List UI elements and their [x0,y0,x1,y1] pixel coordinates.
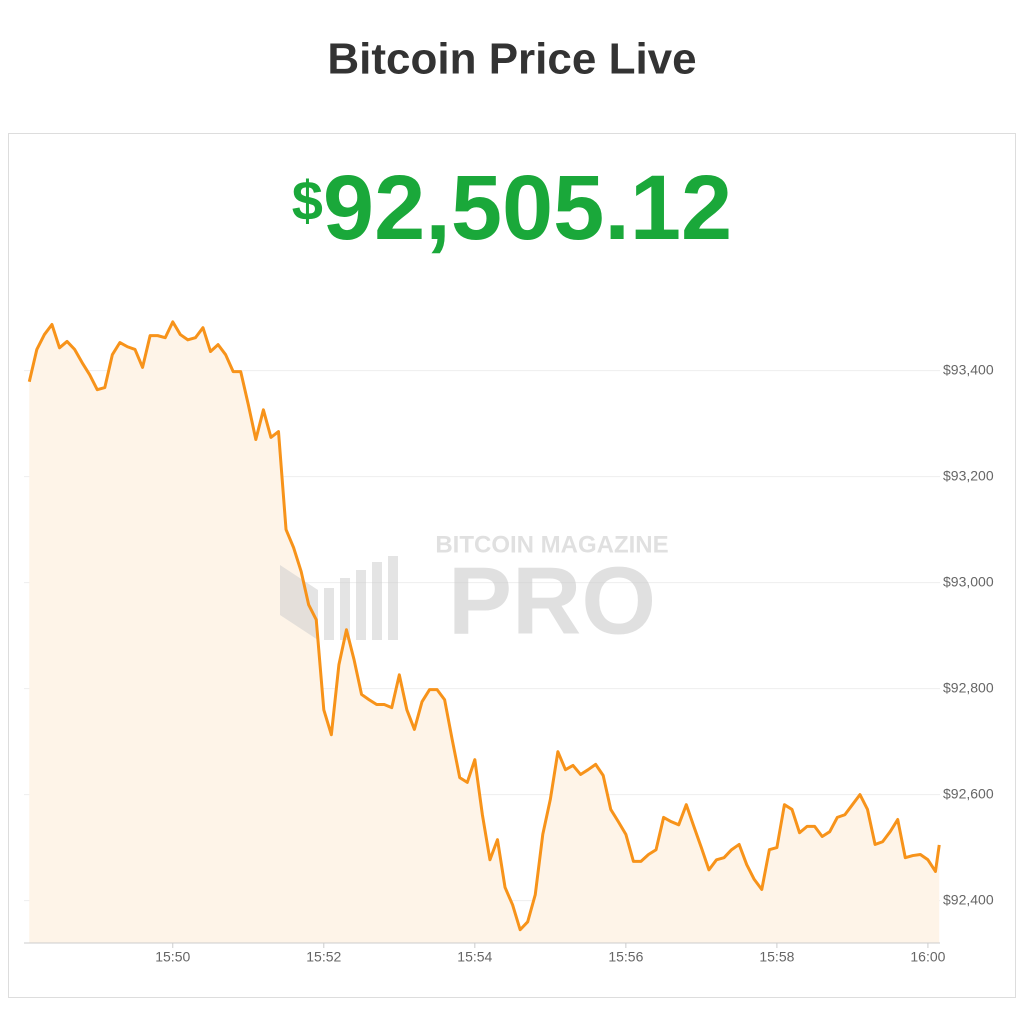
area [29,321,940,944]
y-tick-label: $92,600 [943,785,994,801]
price-line [27,320,941,932]
y-tick-label: $93,400 [943,361,994,377]
y-tick-label: $92,400 [943,891,994,907]
x-tick-label: 15:50 [155,949,190,965]
watermark-top: BITCOIN MAGAZINE [435,531,668,558]
x-tick-label: 15:52 [306,949,341,965]
watermark-main: PRO [448,547,656,654]
price-value: 92,505.12 [323,157,732,259]
y-tick-label: $92,800 [943,679,994,695]
y-tick-label: $93,000 [943,573,994,589]
price: $92,505.12 [292,157,732,259]
x-tick-label: 15:54 [457,949,492,965]
x-tick-label: 15:58 [759,949,794,965]
x-tick-label: 16:00 [910,949,945,965]
watermark-logo [280,556,398,640]
x-tick-label: 15:56 [608,949,643,965]
chart-title: Bitcoin Price Live [327,35,696,84]
currency: $ [292,169,323,232]
plot-area: $92,400 $92,600 $92,800 $93,000 $93,200 $93,4… [24,321,994,944]
y-tick-label: $93,200 [943,467,994,483]
watermark: BITCOIN MAGAZINE PRO [280,531,669,654]
